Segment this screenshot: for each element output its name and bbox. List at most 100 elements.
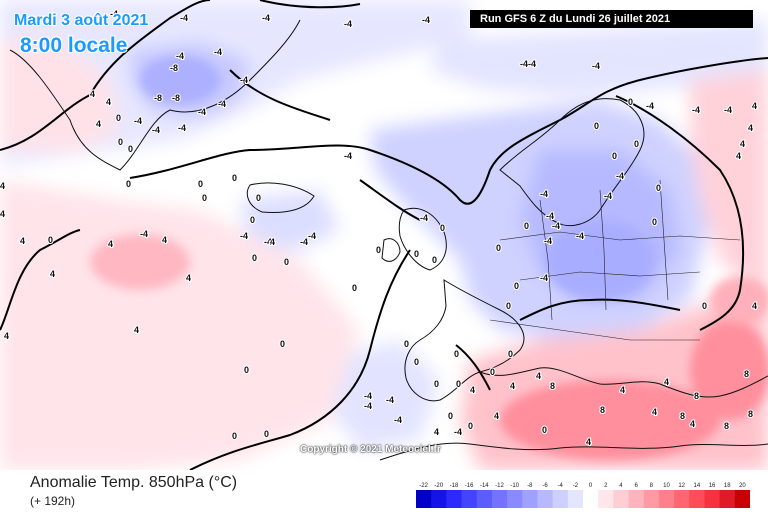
legend-value-label: 10 bbox=[663, 483, 670, 489]
contour-value-label: 0 bbox=[414, 249, 419, 259]
warm-core-east bbox=[690, 320, 768, 420]
contour-value-label: -8 bbox=[172, 93, 180, 103]
legend-swatch bbox=[537, 490, 554, 508]
contour-value-label: -4 bbox=[364, 391, 372, 401]
border bbox=[659, 179, 669, 301]
legend-value-label: -2 bbox=[573, 483, 579, 489]
legend-value-label: -16 bbox=[465, 483, 474, 489]
border bbox=[599, 189, 607, 311]
variable-title: Anomalie Temp. 850hPa (°C) bbox=[30, 474, 238, 491]
contour-value-label: 4 bbox=[736, 151, 741, 161]
legend-swatch bbox=[613, 490, 630, 508]
contour-value-label: 0 bbox=[118, 137, 123, 147]
contour-value-label: -4 bbox=[454, 427, 462, 437]
scandinavia-coast bbox=[499, 98, 645, 226]
contour-value-label: 4 bbox=[96, 119, 101, 129]
valid-date-label: Mardi 3 août 2021 bbox=[14, 12, 149, 29]
contour-value-label: 4 bbox=[106, 97, 111, 107]
contour-value-label: -4 bbox=[592, 61, 600, 71]
contour-value-label: 0 bbox=[468, 421, 473, 431]
contour-value-label: -4 bbox=[176, 51, 184, 61]
contour-line bbox=[229, 69, 331, 121]
contour-value-label: -4 bbox=[422, 15, 430, 25]
contour-value-label: 8 bbox=[600, 405, 605, 415]
legend-value-label: -18 bbox=[450, 483, 459, 489]
contour-value-label: 0 bbox=[634, 139, 639, 149]
contour-value-label: 4 bbox=[186, 273, 191, 283]
contour-value-label: -4 bbox=[218, 99, 226, 109]
anomaly-core-layer bbox=[90, 56, 768, 460]
contour-line bbox=[189, 249, 411, 470]
contour-value-label: -8 bbox=[170, 63, 178, 73]
contour-value-label: 0 bbox=[506, 301, 511, 311]
legend-swatch bbox=[734, 490, 750, 508]
contour-value-label: 0 bbox=[508, 349, 513, 359]
contour-value-label: 0 bbox=[456, 379, 461, 389]
contour-line bbox=[455, 344, 491, 391]
contour-value-label: 8 bbox=[550, 381, 555, 391]
iceland-coast bbox=[246, 182, 315, 213]
contour-value-label: -4 bbox=[604, 191, 612, 201]
contour-label-layer: -4-4-4-4-4-4-4-4-8-4-4-4-4-8-8-4-4-44440… bbox=[0, 8, 758, 448]
contour-value-label: 4 bbox=[20, 236, 25, 246]
contour-line bbox=[259, 0, 361, 9]
legend-value-label: -6 bbox=[542, 483, 548, 489]
contour-value-label: 0 bbox=[252, 253, 257, 263]
cold-anomaly-iberia-west bbox=[330, 340, 440, 450]
warm-core-atlantic bbox=[90, 234, 190, 290]
contour-value-label: -4 bbox=[394, 415, 402, 425]
border bbox=[539, 199, 553, 321]
legend-swatch bbox=[658, 490, 675, 508]
contour-value-label: 0 bbox=[514, 281, 519, 291]
contour-value-label: 4 bbox=[664, 377, 669, 387]
africa-coast bbox=[379, 442, 768, 461]
contour-value-label: 0 bbox=[232, 431, 237, 441]
border bbox=[519, 271, 701, 281]
contour-value-label: -4 bbox=[386, 395, 394, 405]
contour-value-label: 4 bbox=[752, 101, 757, 111]
contour-value-label: 4 bbox=[50, 269, 55, 279]
contour-value-label: 0 bbox=[656, 183, 661, 193]
contour-value-label: -4 bbox=[576, 231, 584, 241]
contour-value-label: -4 bbox=[544, 236, 552, 246]
contour-value-label: 4 bbox=[752, 301, 757, 311]
legend-swatch bbox=[431, 490, 447, 508]
contour-line bbox=[519, 298, 681, 321]
contour-value-label: 0 bbox=[432, 255, 437, 265]
contour-value-label: 0 bbox=[250, 215, 255, 225]
border bbox=[499, 231, 741, 241]
contour-value-label: 4 bbox=[0, 181, 5, 191]
contour-value-label: 4 bbox=[90, 89, 95, 99]
contour-value-label: -4 bbox=[616, 171, 624, 181]
mediterranean-coast bbox=[479, 367, 768, 398]
contour-value-label: 4 bbox=[108, 239, 113, 249]
legend-swatch bbox=[674, 490, 690, 508]
coastlines bbox=[9, 19, 768, 461]
contour-value-label: 0 bbox=[434, 379, 439, 389]
legend-swatch bbox=[643, 490, 660, 508]
contour-value-label: 4 bbox=[510, 381, 515, 391]
contour-value-label: 0 bbox=[116, 113, 121, 123]
contour-value-label: 0 bbox=[352, 283, 357, 293]
legend-swatch bbox=[446, 490, 463, 508]
contour-value-label: -4 bbox=[724, 105, 732, 115]
color-scale-legend: -22 -20 -18 -16 -14 -12 -10 -8 -6 -4 -2 0 2 4 6 8 10 12 14… bbox=[416, 483, 750, 508]
contour-value-label: 4 bbox=[586, 437, 591, 447]
legend-value-label: 12 bbox=[678, 483, 685, 489]
contour-value-label: 0 bbox=[454, 349, 459, 359]
contour-value-label: -4 bbox=[214, 47, 222, 57]
contour-value-label: 8 bbox=[748, 409, 753, 419]
contour-value-label: 0 bbox=[232, 173, 237, 183]
contour-line bbox=[615, 95, 745, 331]
contour-value-label: 0 bbox=[376, 245, 381, 255]
legend-value-label: 2 bbox=[604, 483, 608, 489]
contour-value-label: -4 bbox=[240, 75, 248, 85]
country-borders bbox=[489, 179, 741, 341]
contour-value-label: -4 bbox=[178, 123, 186, 133]
contour-value-label: 0 bbox=[448, 411, 453, 421]
contour-value-label: 0 bbox=[612, 151, 617, 161]
contour-value-label: -4 bbox=[540, 273, 548, 283]
europe-coast bbox=[404, 279, 525, 402]
valid-time-label: 8:00 locale bbox=[20, 34, 128, 57]
